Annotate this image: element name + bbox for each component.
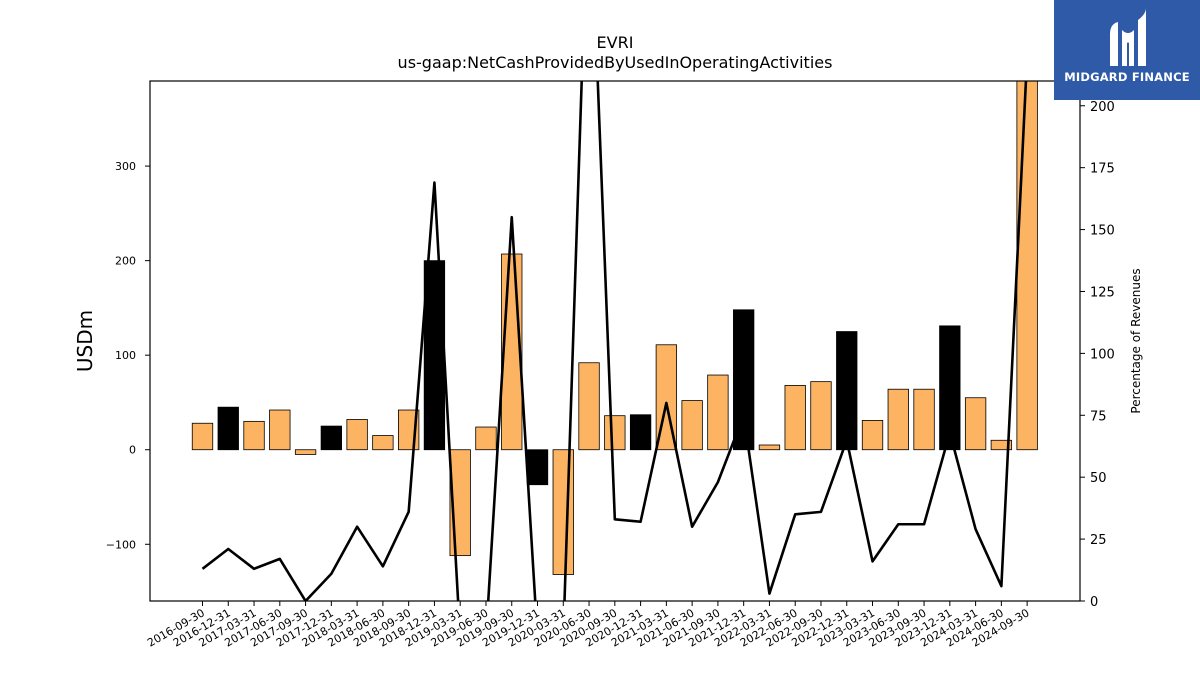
y-tick-label: 200 bbox=[115, 255, 136, 268]
bar-2022-03-31 bbox=[758, 444, 781, 451]
bar-2023-06-30 bbox=[887, 388, 909, 451]
bar-2024-09-30 bbox=[1016, 81, 1038, 451]
bar-2024-06-30 bbox=[990, 439, 1013, 451]
midgard-finance-logo: MIDGARD FINANCE bbox=[1054, 0, 1200, 100]
y2-tick-label: 100 bbox=[1090, 347, 1115, 362]
bar-2020-09-30 bbox=[604, 415, 626, 451]
y-tick-label: 300 bbox=[115, 160, 136, 173]
bar-2023-03-31 bbox=[861, 420, 884, 451]
bar-2022-12-31 bbox=[836, 331, 858, 451]
bar-2016-12-31 bbox=[217, 406, 239, 451]
y2-tick-label: 200 bbox=[1090, 100, 1115, 115]
bar-2017-12-31 bbox=[320, 425, 343, 451]
bar-2020-06-30 bbox=[578, 362, 600, 451]
y-tick-label: −100 bbox=[106, 538, 136, 551]
y2-tick-label: 175 bbox=[1090, 162, 1115, 177]
y-tick-label: 0 bbox=[129, 444, 136, 457]
y2-axis-label: Percentage of Revenues bbox=[1129, 268, 1143, 413]
y2-tick-label: 150 bbox=[1090, 224, 1115, 239]
y-tick-label: 100 bbox=[115, 349, 136, 362]
bar-2016-09-30 bbox=[191, 422, 214, 451]
y2-tick-label: 125 bbox=[1090, 285, 1115, 300]
y2-tick-label: 75 bbox=[1090, 409, 1107, 424]
bar-2021-09-30 bbox=[707, 374, 729, 451]
bar-2020-12-31 bbox=[629, 414, 652, 451]
bar-2022-09-30 bbox=[810, 381, 832, 451]
bar-2017-09-30 bbox=[294, 449, 317, 455]
bar-2021-06-30 bbox=[681, 400, 703, 451]
y-axis-label: USDm bbox=[73, 310, 97, 372]
chart-subtitle: us-gaap:NetCashProvidedByUsedInOperating… bbox=[398, 53, 833, 72]
bar-2021-12-31 bbox=[733, 309, 755, 451]
bar-2019-12-31 bbox=[526, 449, 549, 486]
y2-tick-label: 25 bbox=[1090, 533, 1107, 548]
bar-2018-03-31 bbox=[346, 419, 368, 451]
y2-tick-label: 0 bbox=[1090, 595, 1098, 610]
bar-2018-06-30 bbox=[372, 435, 394, 451]
y2-tick-label: 50 bbox=[1090, 471, 1107, 486]
logo-text: MIDGARD FINANCE bbox=[1064, 70, 1190, 84]
pct-revenue-line bbox=[201, 81, 1028, 601]
bar-2023-09-30 bbox=[913, 388, 935, 451]
bar-2020-03-31 bbox=[552, 449, 574, 575]
bar-2022-06-30 bbox=[784, 385, 806, 451]
bar-2024-03-31 bbox=[964, 397, 987, 451]
bar-2023-12-31 bbox=[939, 325, 961, 451]
bar-2017-03-31 bbox=[243, 420, 265, 451]
chart-title: EVRI bbox=[597, 33, 634, 52]
bar-2019-06-30 bbox=[475, 426, 497, 451]
bar-2017-06-30 bbox=[269, 409, 291, 451]
midgard-logo-icon bbox=[1110, 8, 1146, 66]
